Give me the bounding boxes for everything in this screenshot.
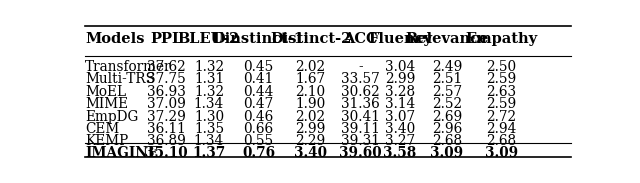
Text: 30.41: 30.41 xyxy=(341,110,380,124)
Text: 2.29: 2.29 xyxy=(296,135,326,148)
Text: 1.67: 1.67 xyxy=(296,72,326,86)
Text: 3.04: 3.04 xyxy=(385,60,415,74)
Text: MIME: MIME xyxy=(85,97,128,111)
Text: IMAGINE: IMAGINE xyxy=(85,146,158,160)
Text: Dinstinct-1: Dinstinct-1 xyxy=(212,32,305,46)
Text: CEM: CEM xyxy=(85,122,119,136)
Text: 2.02: 2.02 xyxy=(296,60,326,74)
Text: 2.63: 2.63 xyxy=(486,85,516,99)
Text: 1.34: 1.34 xyxy=(194,135,224,148)
Text: 1.32: 1.32 xyxy=(194,60,224,74)
Text: 2.51: 2.51 xyxy=(432,72,462,86)
Text: 2.59: 2.59 xyxy=(486,97,516,111)
Text: Multi-TRS: Multi-TRS xyxy=(85,72,155,86)
Text: 39.11: 39.11 xyxy=(341,122,380,136)
Text: 2.68: 2.68 xyxy=(432,135,462,148)
Text: ACC: ACC xyxy=(343,32,378,46)
Text: 39.60: 39.60 xyxy=(339,146,381,160)
Text: PPL: PPL xyxy=(150,32,183,46)
Text: 0.44: 0.44 xyxy=(243,85,274,99)
Text: 0.45: 0.45 xyxy=(243,60,274,74)
Text: 2.72: 2.72 xyxy=(486,110,516,124)
Text: 3.09: 3.09 xyxy=(431,146,463,160)
Text: 37.75: 37.75 xyxy=(147,72,186,86)
Text: 37.29: 37.29 xyxy=(147,110,186,124)
Text: Fluency: Fluency xyxy=(368,32,432,46)
Text: 1.32: 1.32 xyxy=(194,85,224,99)
Text: Transformer: Transformer xyxy=(85,60,172,74)
Text: 2.99: 2.99 xyxy=(385,72,415,86)
Text: 2.96: 2.96 xyxy=(432,122,462,136)
Text: 3.58: 3.58 xyxy=(383,146,417,160)
Text: 2.94: 2.94 xyxy=(486,122,516,136)
Text: BLEU-2: BLEU-2 xyxy=(178,32,240,46)
Text: 1.30: 1.30 xyxy=(194,110,224,124)
Text: 3.14: 3.14 xyxy=(385,97,415,111)
Text: 0.55: 0.55 xyxy=(243,135,274,148)
Text: 1.31: 1.31 xyxy=(194,72,224,86)
Text: Distinct-2: Distinct-2 xyxy=(270,32,351,46)
Text: -: - xyxy=(358,60,362,74)
Text: 31.36: 31.36 xyxy=(341,97,380,111)
Text: Models: Models xyxy=(85,32,145,46)
Text: 39.31: 39.31 xyxy=(341,135,380,148)
Text: 0.46: 0.46 xyxy=(243,110,274,124)
Text: 3.07: 3.07 xyxy=(385,110,415,124)
Text: 37.09: 37.09 xyxy=(147,97,186,111)
Text: 2.50: 2.50 xyxy=(486,60,516,74)
Text: 1.34: 1.34 xyxy=(194,97,224,111)
Text: 3.40: 3.40 xyxy=(385,122,415,136)
Text: 37.62: 37.62 xyxy=(147,60,186,74)
Text: 0.66: 0.66 xyxy=(243,122,274,136)
Text: 2.02: 2.02 xyxy=(296,110,326,124)
Text: 1.35: 1.35 xyxy=(194,122,224,136)
Text: 2.57: 2.57 xyxy=(432,85,462,99)
Text: 2.59: 2.59 xyxy=(486,72,516,86)
Text: KEMP: KEMP xyxy=(85,135,128,148)
Text: 0.47: 0.47 xyxy=(243,97,274,111)
Text: 2.68: 2.68 xyxy=(486,135,516,148)
Text: 1.37: 1.37 xyxy=(193,146,225,160)
Text: 2.69: 2.69 xyxy=(432,110,462,124)
Text: 36.89: 36.89 xyxy=(147,135,186,148)
Text: Relevance: Relevance xyxy=(405,32,489,46)
Text: 2.52: 2.52 xyxy=(432,97,462,111)
Text: 2.99: 2.99 xyxy=(296,122,326,136)
Text: 36.93: 36.93 xyxy=(147,85,186,99)
Text: 35.10: 35.10 xyxy=(145,146,188,160)
Text: Empathy: Empathy xyxy=(465,32,538,46)
Text: 3.09: 3.09 xyxy=(485,146,518,160)
Text: 2.10: 2.10 xyxy=(296,85,326,99)
Text: 33.57: 33.57 xyxy=(341,72,380,86)
Text: 2.49: 2.49 xyxy=(432,60,462,74)
Text: EmpDG: EmpDG xyxy=(85,110,138,124)
Text: 3.28: 3.28 xyxy=(385,85,415,99)
Text: MoEL: MoEL xyxy=(85,85,126,99)
Text: 3.27: 3.27 xyxy=(385,135,415,148)
Text: 1.90: 1.90 xyxy=(296,97,326,111)
Text: 0.41: 0.41 xyxy=(243,72,274,86)
Text: 0.76: 0.76 xyxy=(242,146,275,160)
Text: 36.11: 36.11 xyxy=(147,122,186,136)
Text: 3.40: 3.40 xyxy=(294,146,327,160)
Text: 30.62: 30.62 xyxy=(341,85,380,99)
